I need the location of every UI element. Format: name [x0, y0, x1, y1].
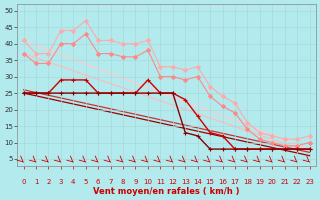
X-axis label: Vent moyen/en rafales ( km/h ): Vent moyen/en rafales ( km/h )	[93, 187, 240, 196]
